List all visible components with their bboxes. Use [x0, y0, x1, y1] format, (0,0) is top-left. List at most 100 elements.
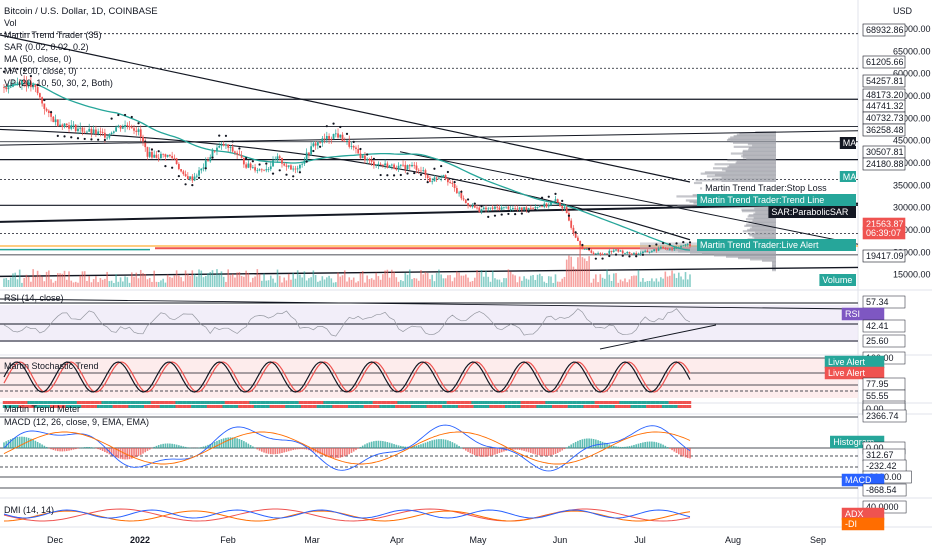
- indicator-tag: Martin Trend Trader:Trend Line: [697, 194, 856, 206]
- rsi-trend-line: [0, 298, 859, 310]
- legend-martin-trend-trader: Martin Trend Trader (35): [4, 30, 102, 40]
- volume-bar: [148, 277, 151, 287]
- price-pane[interactable]: 70000.0065000.0060000.0055000.0050000.00…: [0, 23, 931, 287]
- sar-dot: [144, 140, 147, 143]
- macd-hist-bar: [424, 442, 427, 449]
- indicator-tag-label: Martin Trend Trader:Stop Loss: [705, 183, 827, 193]
- candle-body: [682, 245, 685, 247]
- candle-body: [621, 250, 624, 254]
- volume-profile-bar: [736, 133, 776, 136]
- sar-dot: [63, 135, 66, 138]
- volume-profile-bar: [747, 143, 776, 146]
- volume-bar: [59, 273, 61, 287]
- trend-meter-bar: [381, 401, 385, 404]
- trend-meter-bar: [543, 401, 546, 404]
- macd-hist-bar: [615, 446, 617, 449]
- trend-meter-bar: [141, 405, 145, 408]
- volume-bar: [480, 270, 483, 287]
- trend-meter-bar: [132, 405, 136, 408]
- trend-meter-bar: [2, 405, 6, 408]
- trend-meter-bar: [200, 401, 203, 404]
- price-tick-label: 60000.00: [893, 69, 931, 79]
- volume-bar: [595, 274, 597, 287]
- macd-hist-bar: [527, 448, 530, 453]
- volume-bar: [70, 280, 73, 287]
- trend-meter-bar: [374, 401, 378, 404]
- volume-profile-bar: [754, 236, 776, 240]
- sar-dot: [97, 138, 100, 141]
- trend-meter-bar: [262, 401, 266, 404]
- volume-bar: [377, 276, 380, 287]
- macd-hist-bar: [88, 447, 90, 449]
- trend-meter-bar: [110, 401, 113, 404]
- trend-meter-bar: [509, 405, 512, 408]
- volume-profile-bar: [695, 179, 776, 182]
- sar-dot: [238, 147, 241, 150]
- volume-bar: [496, 279, 499, 287]
- volume-profile-bar: [750, 258, 776, 261]
- macd-hist-bar: [655, 442, 658, 449]
- volume-bar: [173, 275, 176, 287]
- candle-body: [79, 127, 82, 129]
- trend-meter-bar: [85, 401, 89, 404]
- volume-bar: [57, 273, 59, 287]
- trend-meter-bar: [146, 401, 149, 404]
- trend-meter-bar: [536, 405, 539, 408]
- time-tick-label: May: [469, 535, 487, 545]
- trend-meter-bar: [576, 405, 580, 408]
- volume-bar: [624, 278, 626, 287]
- trend-meter-bar: [289, 405, 293, 408]
- trend-meter-bar: [280, 405, 284, 408]
- trend-meter-bar: [27, 405, 30, 408]
- candle-body: [406, 165, 409, 170]
- trend-meter-bar: [430, 405, 434, 408]
- trend-meter-bar: [99, 401, 102, 404]
- trend-meter-bar: [195, 405, 198, 408]
- volume-bar: [536, 274, 539, 287]
- candle-body: [395, 168, 398, 170]
- candle-body: [36, 87, 39, 94]
- trend-meter-bar: [617, 405, 620, 408]
- trend-meter-bar: [493, 401, 497, 404]
- trend-meter-bar: [139, 401, 142, 404]
- volume-bar: [619, 279, 622, 287]
- trend-meter-bar: [175, 401, 178, 404]
- volume-bar: [388, 277, 391, 287]
- macd_tags-tag: 312.67: [862, 448, 906, 462]
- trend-meter-bar: [572, 401, 575, 404]
- candle-body: [59, 124, 61, 126]
- sar-dot: [682, 241, 685, 244]
- volume-bar: [290, 279, 292, 287]
- time-tick-label: Aug: [725, 535, 741, 545]
- trend-meter-bar: [22, 401, 26, 404]
- stoch_tags-tag: Live Alert: [824, 355, 885, 369]
- macd-hist-bar: [133, 448, 135, 458]
- volume-bar: [592, 278, 595, 287]
- trend-meter-bar: [253, 401, 257, 404]
- candle-body: [25, 82, 28, 87]
- macd-pane[interactable]: 2366.74Histogram0.00312.67-232.42-2000.0…: [0, 409, 912, 497]
- candle-body: [18, 82, 21, 85]
- macd-hist-bar: [61, 448, 64, 452]
- macd-hist-bar: [187, 447, 189, 449]
- trend-meter-bar: [643, 401, 647, 404]
- trend-meter-bar: [283, 401, 286, 404]
- volume-bar: [393, 271, 395, 287]
- trend-meter-bar: [58, 401, 62, 404]
- trend-meter-bar: [314, 401, 317, 404]
- macd-hist-bar: [595, 439, 597, 449]
- trend-meter-bar: [332, 405, 335, 408]
- macd-hist-bar: [113, 448, 115, 457]
- trend-meter-bar: [182, 401, 185, 404]
- volume-bar: [673, 273, 676, 287]
- trend-meter-bar: [641, 405, 645, 408]
- candle-body: [305, 152, 308, 161]
- sar-dot: [601, 257, 604, 260]
- trend-meter-bar: [511, 405, 515, 408]
- time-axis[interactable]: Dec 2022 Feb Mar Apr May Jun Jul Aug Sep: [47, 535, 826, 545]
- candle-body: [14, 83, 17, 85]
